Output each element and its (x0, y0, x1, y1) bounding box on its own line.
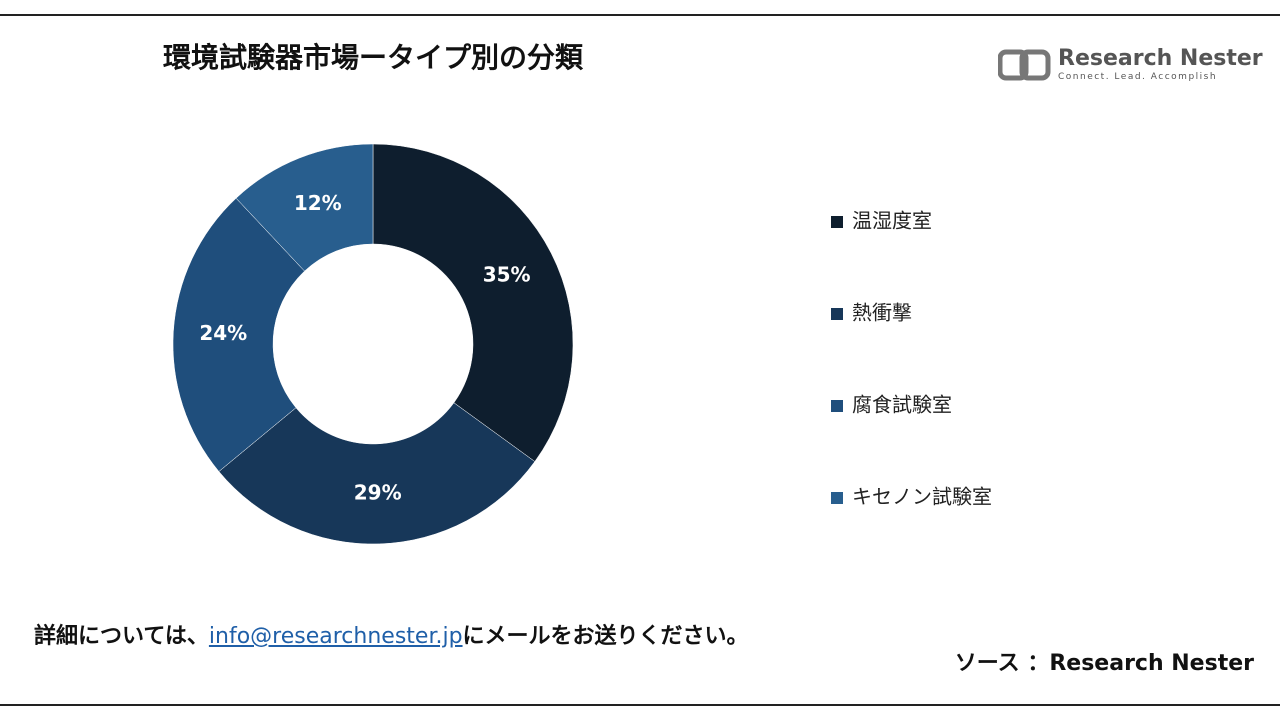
slice (372, 143, 574, 462)
legend-swatch (831, 492, 843, 504)
top-rule (0, 14, 1280, 16)
legend-swatch (831, 400, 843, 412)
note: 詳細については、info@researchnester.jpにメールをお送りくだ… (34, 618, 749, 650)
logo-tagline: Connect. Lead. Accomplish (1058, 72, 1218, 82)
legend-swatch (831, 308, 843, 320)
legend-swatch (831, 216, 843, 228)
legend-label: キセノン試験室 (852, 485, 992, 509)
note-text: 詳細については、 (34, 624, 209, 649)
email-link[interactable]: info@researchnester.jp (208, 624, 463, 649)
slice (172, 197, 305, 472)
note-text: にメールをお送りください。 (462, 624, 749, 649)
data-label: 24% (199, 321, 247, 345)
logo-icon (998, 49, 1051, 81)
chart-title: 環境試験器市場ータイプ別の分類 (162, 41, 583, 74)
slice (218, 402, 536, 545)
legend-label: 温湿度室 (852, 209, 932, 233)
legend-label: 熱衝撃 (852, 301, 912, 325)
bottom-rule (0, 704, 1280, 706)
data-label: 12% (294, 191, 342, 215)
legend-label: 腐食試験室 (852, 393, 952, 417)
logo-name: Research Nester (1058, 46, 1263, 71)
slice (235, 143, 374, 272)
source: ソース ：Research Nester (954, 651, 1254, 676)
data-label: 29% (354, 480, 402, 504)
data-label: 35% (483, 262, 531, 286)
